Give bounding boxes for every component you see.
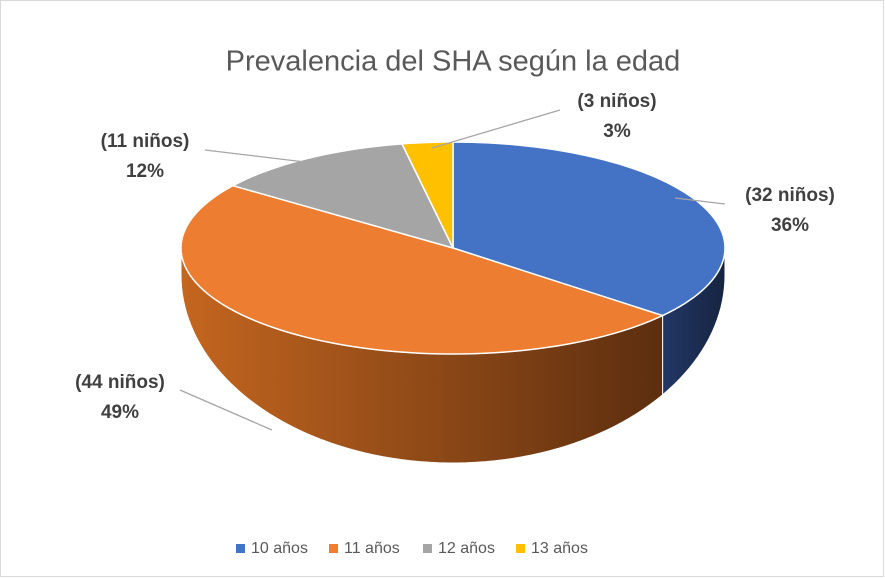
- count-label: (44 niños): [75, 372, 165, 393]
- pie-slice: [452, 141, 726, 317]
- legend-label: 12 años: [438, 540, 495, 557]
- leader-line: [179, 389, 273, 431]
- value-label: 49%: [101, 402, 139, 423]
- legend-swatch: [329, 544, 338, 553]
- leader-line: [674, 197, 726, 205]
- leader-line: [431, 109, 561, 149]
- leader-line: [204, 149, 306, 163]
- legend-label: 13 años: [531, 540, 588, 557]
- chart-title: Prevalencia del SHA según la edad: [226, 46, 681, 78]
- legend-swatch: [423, 544, 432, 553]
- count-label: (3 niños): [577, 91, 656, 112]
- legend-label: 11 años: [344, 540, 400, 557]
- legend-swatch: [236, 544, 245, 553]
- count-label: (11 niños): [101, 131, 190, 152]
- pie-slice: [230, 143, 455, 250]
- count-label: (32 niños): [745, 185, 835, 206]
- pie-slice: [180, 184, 665, 355]
- legend-label: 10 años: [251, 540, 308, 557]
- legend-swatch: [516, 544, 525, 553]
- value-label: 3%: [603, 121, 631, 142]
- value-label: 12%: [126, 161, 164, 182]
- value-label: 36%: [771, 215, 809, 236]
